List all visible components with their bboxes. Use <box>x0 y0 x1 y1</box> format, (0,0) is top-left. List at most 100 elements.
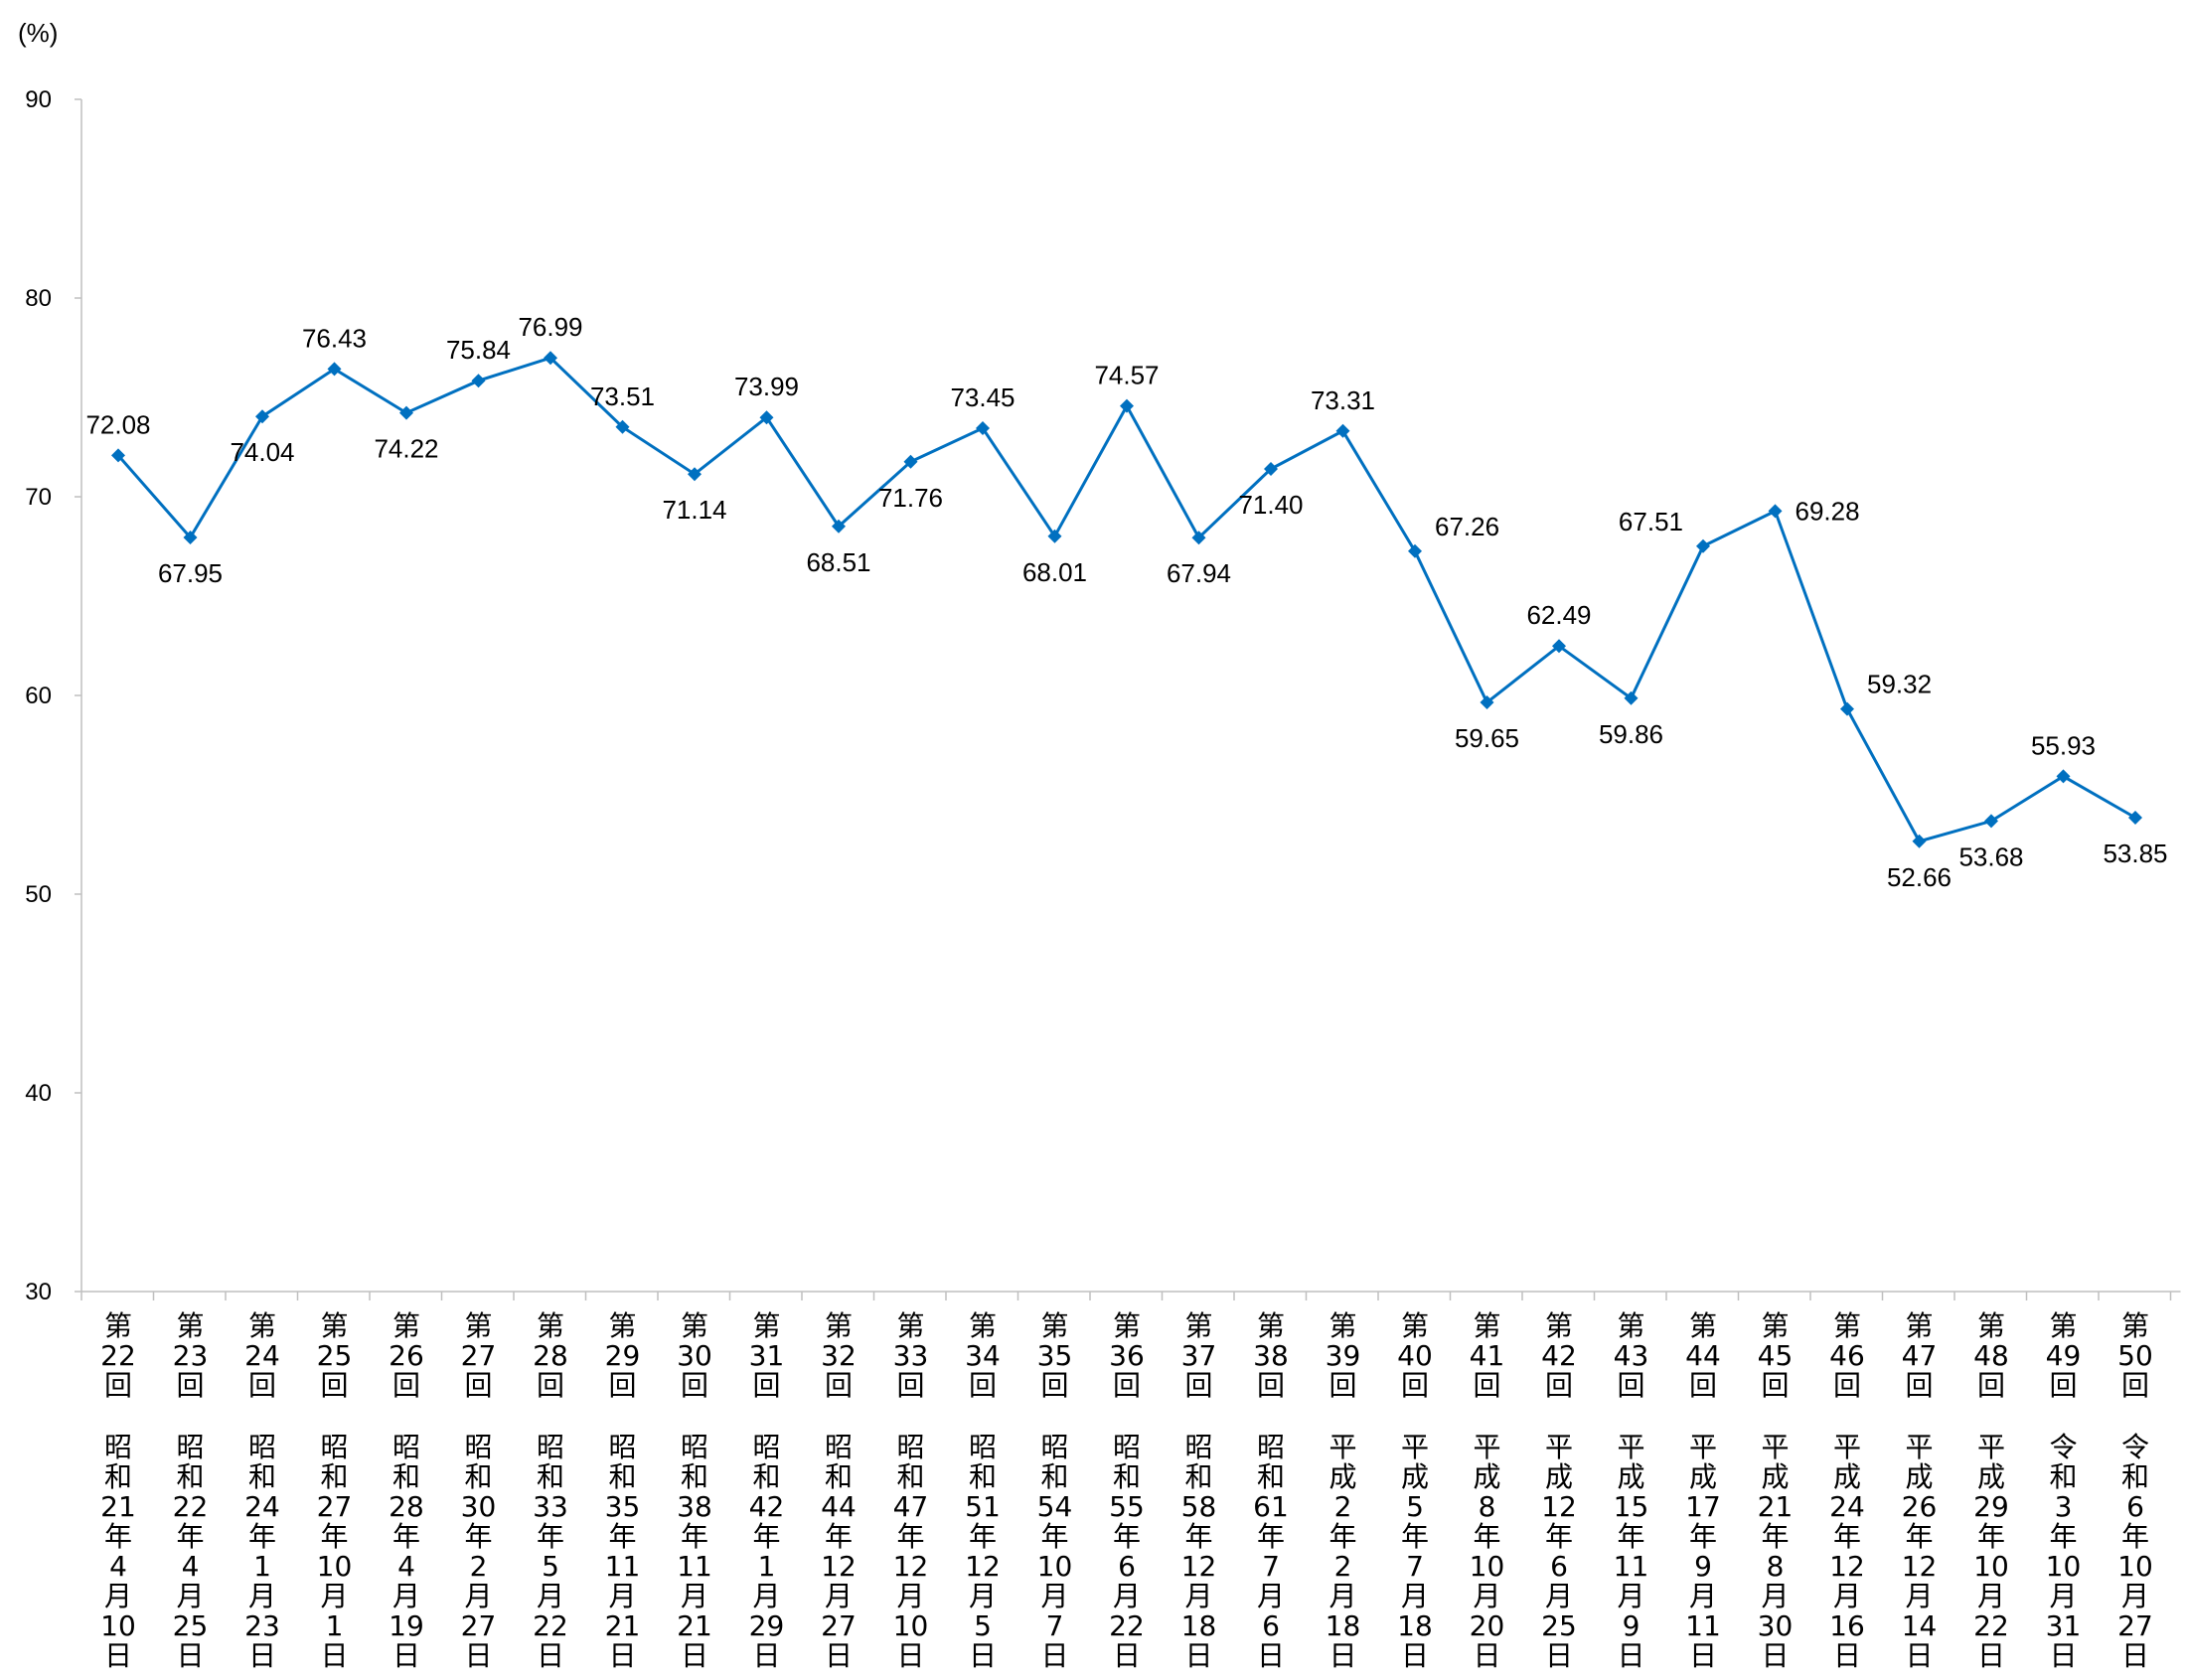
data-label: 76.43 <box>302 323 367 353</box>
date-label: 平成 29 年 10 月 22 日 <box>1973 1431 2009 1672</box>
turnout-series-line <box>116 356 2136 843</box>
data-point-marker <box>1840 701 1854 716</box>
data-point-marker <box>1120 398 1134 413</box>
y-tick-label: 90 <box>25 86 52 113</box>
data-point-marker <box>832 519 846 534</box>
election-label: 第 49 回 <box>2046 1309 2082 1402</box>
x-category-label: 第 49 回令和 3 年 10 月 31 日 <box>2046 1309 2082 1672</box>
data-point-marker <box>255 409 269 424</box>
x-category-label: 第 41 回平成 8 年 10 月 20 日 <box>1470 1309 1505 1672</box>
x-category-label: 第 50 回令和 6 年 10 月 27 日 <box>2117 1309 2153 1672</box>
date-label: 平成 12 年 6 月 25 日 <box>1541 1431 1577 1672</box>
data-point-marker <box>688 467 702 482</box>
data-label: 73.45 <box>950 382 1015 412</box>
data-point-marker <box>759 410 774 425</box>
date-label: 昭和 58 年 12 月 18 日 <box>1181 1431 1217 1672</box>
data-point-marker <box>1191 531 1206 545</box>
data-point-marker <box>327 362 342 377</box>
data-point-marker <box>1264 462 1278 476</box>
data-point-marker <box>1408 543 1422 558</box>
x-tick-labels: 第 22 回昭和 21 年 4 月 10 日 第 23 回昭和 22 年 4 月 25 日第 24 回昭和 24 年 1 月 2… <box>100 1309 2153 1672</box>
date-label: 平成 24 年 12 月 16 日 <box>1829 1431 1865 1672</box>
x-category-label: 第 28 回昭和 33 年 5 月 22 日 <box>533 1309 568 1672</box>
x-category-label: 第 34 回昭和 51 年 12 月 5 日 <box>965 1309 1001 1672</box>
data-label: 68.01 <box>1022 557 1087 587</box>
data-point-marker <box>1624 690 1639 705</box>
election-label: 第 24 回 <box>244 1309 280 1402</box>
election-label: 第 23 回 <box>173 1309 209 1402</box>
y-tick-label: 30 <box>25 1279 52 1305</box>
data-point-marker <box>471 374 486 388</box>
series-markers <box>111 351 2142 848</box>
x-category-label: 第 45 回平成 21 年 8 月 30 日 <box>1758 1309 1794 1672</box>
election-label: 第 22 回 <box>100 1309 136 1402</box>
x-category-label: 第 39 回平成 2 年 2 月 18 日 <box>1326 1309 1361 1672</box>
x-category-label: 第 36 回昭和 55 年 6 月 22 日 <box>1109 1309 1145 1672</box>
data-label: 67.26 <box>1435 512 1499 541</box>
election-label: 第 33 回 <box>893 1309 929 1402</box>
election-label: 第 27 回 <box>461 1309 497 1402</box>
date-label: 昭和 44 年 12 月 27 日 <box>821 1431 857 1672</box>
x-category-label: 第 22 回昭和 21 年 4 月 10 日 <box>100 1309 136 1672</box>
x-category-label: 第 40 回平成 5 年 7 月 18 日 <box>1397 1309 1433 1672</box>
x-category-label: 第 44 回平成 17 年 9 月 11 日 <box>1685 1309 1721 1672</box>
date-label: 昭和 55 年 6 月 22 日 <box>1109 1431 1145 1672</box>
date-label: 昭和 33 年 5 月 22 日 <box>533 1431 568 1672</box>
election-label: 第 25 回 <box>317 1309 353 1402</box>
data-label: 73.99 <box>734 372 799 401</box>
date-label: 平成 5 年 7 月 18 日 <box>1397 1431 1433 1672</box>
data-label: 59.65 <box>1455 723 1519 753</box>
x-category-label: 第 25 回昭和 27 年 10 月 1 日 <box>317 1309 353 1672</box>
date-label: 昭和 24 年 1 月 23 日 <box>244 1431 280 1672</box>
x-category-label: 第 24 回昭和 24 年 1 月 23 日 <box>244 1309 280 1672</box>
data-point-marker <box>399 405 413 420</box>
data-label: 67.51 <box>1619 507 1683 536</box>
data-point-marker <box>976 421 990 435</box>
election-label: 第 42 回 <box>1541 1309 1577 1402</box>
election-label: 第 35 回 <box>1037 1309 1073 1402</box>
y-tick-label: 50 <box>25 881 52 908</box>
date-label: 昭和 61 年 7 月 6 日 <box>1253 1431 1289 1672</box>
x-category-label: 第 38 回昭和 61 年 7 月 6 日 <box>1253 1309 1289 1672</box>
data-label: 72.08 <box>85 409 150 439</box>
y-tick-label: 80 <box>25 285 52 312</box>
data-label: 71.14 <box>662 495 726 525</box>
election-label: 第 43 回 <box>1614 1309 1649 1402</box>
date-label: 昭和 38 年 11 月 21 日 <box>677 1431 712 1672</box>
data-label: 76.99 <box>518 312 582 342</box>
data-point-marker <box>1984 814 1998 829</box>
data-label: 62.49 <box>1526 600 1591 630</box>
election-label: 第 47 回 <box>1902 1309 1938 1402</box>
data-label: 55.93 <box>2031 730 2096 760</box>
date-label: 令和 6 年 10 月 27 日 <box>2117 1431 2153 1672</box>
x-category-label: 第 43 回平成 15 年 11 月 9 日 <box>1614 1309 1649 1672</box>
data-point-marker <box>903 454 918 469</box>
data-label: 75.84 <box>446 335 511 365</box>
x-category-label: 第 27 回昭和 30 年 2 月 27 日 <box>461 1309 497 1672</box>
date-label: 昭和 51 年 12 月 5 日 <box>965 1431 1001 1672</box>
election-label: 第 48 回 <box>1973 1309 2009 1402</box>
date-label: 昭和 35 年 11 月 21 日 <box>605 1431 641 1672</box>
election-label: 第 46 回 <box>1829 1309 1865 1402</box>
election-label: 第 39 回 <box>1326 1309 1361 1402</box>
date-label: 昭和 27 年 10 月 1 日 <box>317 1431 353 1672</box>
date-label: 昭和 22 年 4 月 25 日 <box>173 1431 209 1672</box>
x-category-label: 第 33 回昭和 47 年 12 月 10 日 <box>893 1309 929 1672</box>
election-label: 第 26 回 <box>389 1309 424 1402</box>
data-label: 74.04 <box>230 437 294 467</box>
x-category-label: 第 23 回昭和 22 年 4 月 25 日 <box>173 1309 209 1672</box>
data-label: 71.40 <box>1238 490 1303 520</box>
data-label: 52.66 <box>1887 862 1952 892</box>
y-tick-label: 70 <box>25 484 52 511</box>
date-label: 令和 3 年 10 月 31 日 <box>2046 1431 2082 1672</box>
election-label: 第 38 回 <box>1253 1309 1289 1402</box>
x-category-label: 第 42 回平成 12 年 6 月 25 日 <box>1541 1309 1577 1672</box>
election-label: 第 45 回 <box>1758 1309 1794 1402</box>
date-label: 平成 21 年 8 月 30 日 <box>1758 1431 1794 1672</box>
data-point-marker <box>1335 423 1350 438</box>
data-point-marker <box>544 351 557 366</box>
data-label: 53.68 <box>1958 841 2023 871</box>
data-label: 74.57 <box>1094 361 1159 390</box>
